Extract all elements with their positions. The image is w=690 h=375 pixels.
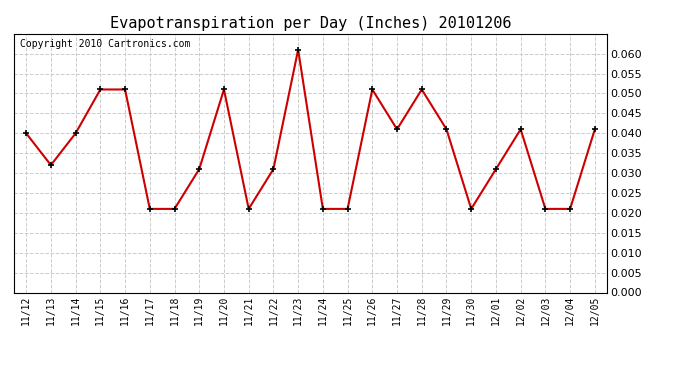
Text: Copyright 2010 Cartronics.com: Copyright 2010 Cartronics.com	[20, 39, 190, 49]
Title: Evapotranspiration per Day (Inches) 20101206: Evapotranspiration per Day (Inches) 2010…	[110, 16, 511, 31]
